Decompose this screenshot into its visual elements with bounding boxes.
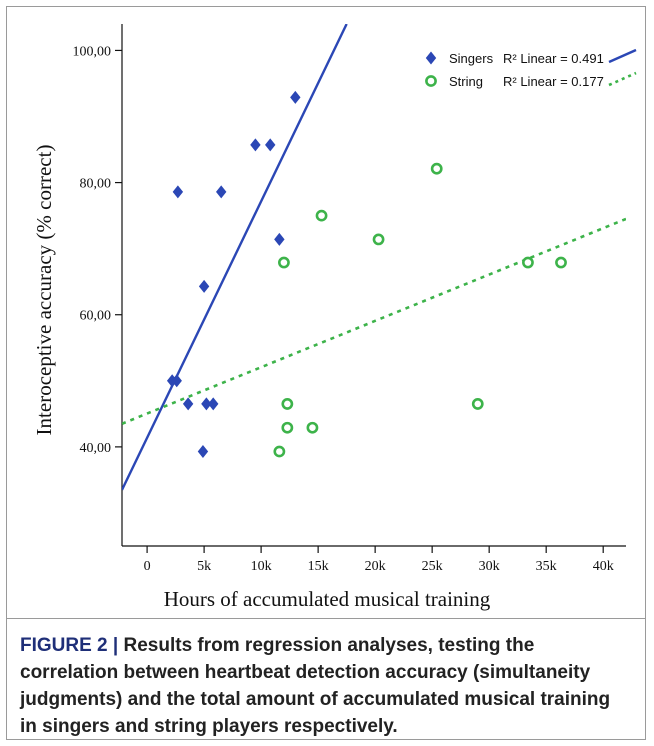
singers-point — [201, 397, 212, 411]
legend-fit-label-string: R² Linear = 0.177 — [503, 74, 604, 89]
singers-point — [216, 185, 227, 199]
caption-text: Results from regression analyses, testin… — [20, 635, 611, 737]
legend-fit-label-singers: R² Linear = 0.491 — [503, 51, 604, 66]
singers-point — [182, 397, 194, 411]
singers-point — [290, 90, 301, 104]
figure-label: FIGURE 2 | — [20, 635, 119, 656]
string-point — [555, 256, 567, 269]
x-axis-title: Hours of accumulated musical training — [163, 587, 491, 611]
x-tick-label: 0 — [144, 559, 151, 574]
legend-line-singers — [608, 48, 637, 64]
string-point — [278, 256, 290, 269]
legend-marker-singers — [425, 51, 437, 65]
y-tick-label: 80,00 — [80, 177, 112, 192]
singers-point — [198, 279, 210, 293]
x-tick-label: 10k — [251, 559, 272, 574]
string-point — [273, 445, 286, 458]
singers-fit-line — [122, 24, 348, 491]
y-tick-label: 40,00 — [80, 441, 112, 456]
singers-point — [208, 397, 219, 411]
figure-frame — [6, 6, 646, 740]
string-point — [281, 421, 294, 434]
x-tick-label: 40k — [593, 559, 614, 574]
x-tick-label: 15k — [308, 559, 329, 574]
string-point — [306, 421, 319, 434]
x-tick-label: 5k — [197, 559, 211, 574]
string-fit-line — [122, 217, 626, 425]
singers-point — [171, 374, 182, 388]
string-point — [471, 398, 484, 410]
string-point — [430, 162, 443, 175]
string-point — [522, 256, 534, 269]
string-point — [281, 398, 294, 410]
singers-point — [197, 445, 209, 459]
singers-point — [274, 232, 285, 246]
x-tick-label: 25k — [422, 559, 443, 574]
x-tick-label: 20k — [365, 559, 386, 574]
y-tick-label: 60,00 — [80, 309, 112, 324]
y-axis-title: Interoceptive accuracy (% correct) — [32, 145, 56, 436]
string-point — [372, 233, 385, 246]
y-tick-label: 100,00 — [73, 44, 112, 59]
singers-point — [265, 138, 276, 152]
legend-marker-string — [425, 75, 437, 87]
string-point — [315, 209, 328, 222]
caption-divider — [6, 618, 646, 619]
x-tick-label: 30k — [479, 559, 500, 574]
x-tick-label: 35k — [536, 559, 557, 574]
legend-label-string: String — [449, 74, 483, 89]
legend-label-singers: Singers — [449, 51, 494, 66]
figure-caption: FIGURE 2 | Results from regression analy… — [20, 632, 632, 740]
legend-line-string — [608, 71, 637, 87]
singers-point — [172, 185, 184, 199]
singers-point — [250, 138, 261, 152]
